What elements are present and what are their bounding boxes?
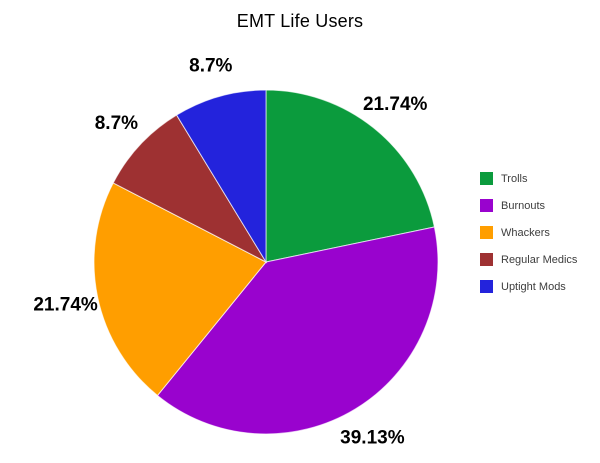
legend-item-uptight-mods: Uptight Mods	[480, 280, 577, 293]
legend-label-trolls: Trolls	[501, 172, 528, 185]
legend-swatch-regular-medics	[480, 253, 493, 266]
legend-swatch-burnouts	[480, 199, 493, 212]
pie-slice-trolls	[265, 89, 435, 263]
legend: Trolls Burnouts Whackers Regular Medics Upti…	[480, 172, 577, 307]
legend-label-regular-medics: Regular Medics	[501, 253, 578, 266]
percent-label-trolls: 21.74%	[363, 94, 428, 115]
percent-label-whackers: 21.74%	[33, 294, 98, 315]
legend-item-regular-medics: Regular Medics	[480, 253, 577, 266]
legend-swatch-uptight-mods	[480, 280, 493, 293]
chart-title: EMT Life Users	[236, 11, 364, 31]
legend-label-uptight-mods: Uptight Mods	[501, 280, 566, 293]
pie-slice-uptight-mods	[175, 89, 267, 264]
percent-label-uptight-mods: 8.7%	[189, 56, 232, 77]
legend-swatch-trolls	[480, 172, 493, 185]
percent-label-regular-medics: 8.7%	[95, 113, 138, 134]
legend-item-trolls: Trolls	[480, 172, 577, 185]
pie-slice-regular-medics	[112, 114, 268, 264]
legend-label-burnouts: Burnouts	[501, 199, 546, 212]
legend-item-whackers: Whackers	[480, 226, 577, 239]
pie-slice-whackers	[93, 182, 267, 397]
pie-slice-burnouts	[156, 226, 439, 435]
percent-label-burnouts: 39.13%	[340, 428, 405, 449]
legend-label-whackers: Whackers	[501, 226, 550, 239]
legend-swatch-whackers	[480, 226, 493, 239]
legend-item-burnouts: Burnouts	[480, 199, 577, 212]
